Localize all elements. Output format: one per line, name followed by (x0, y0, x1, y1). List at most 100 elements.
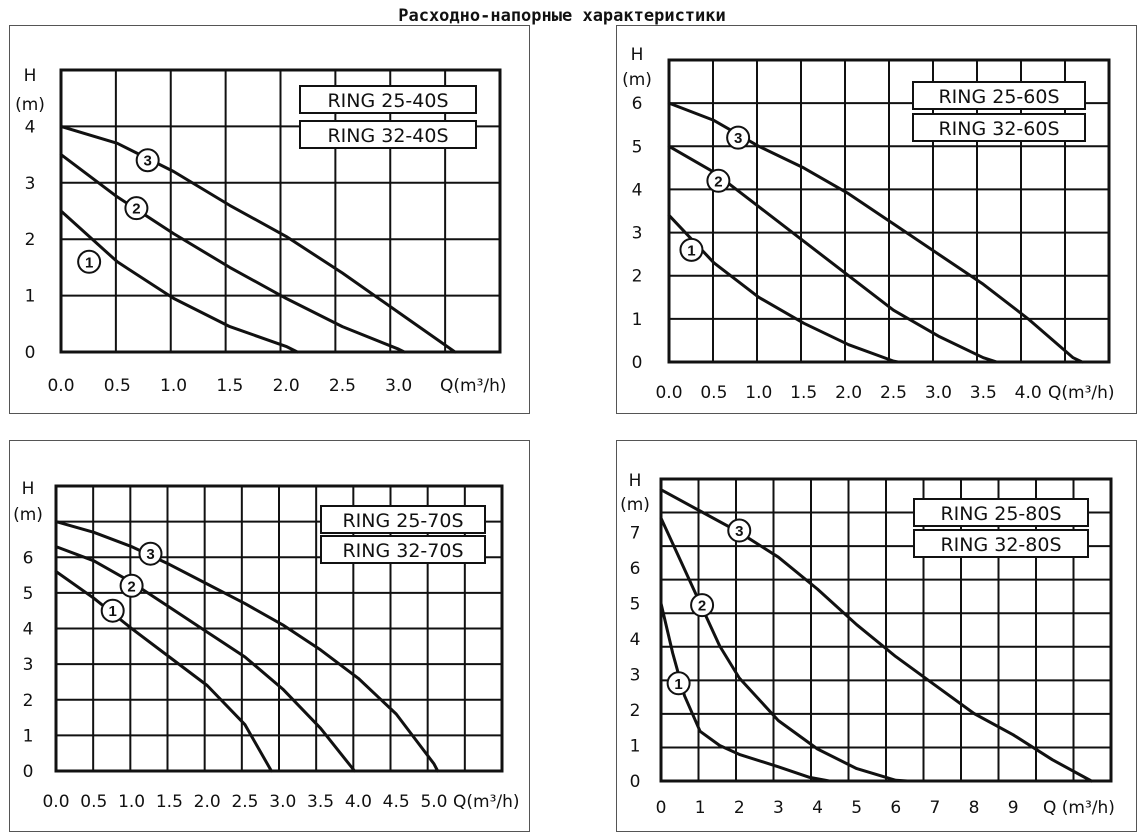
y-axis-unit: (m) (620, 495, 650, 515)
curve-2-number: 2 (714, 173, 722, 190)
y-tick-label: 4 (23, 620, 34, 640)
curve-3-number: 3 (146, 546, 154, 563)
x-tick-label: 5 (851, 798, 862, 818)
y-tick-label: 6 (630, 559, 641, 579)
x-tick-label: 1.0 (118, 792, 145, 812)
curve-1-line (667, 213, 900, 364)
curve-1-line (59, 209, 299, 354)
pump-curve-chart-40s: 0.0 0.5 1.0 1.5 2.0 2.5 3.0 0 1 2 3 4 H (m) Q(m³/h) RIN… (15, 66, 507, 396)
curve-3-number: 3 (735, 523, 743, 540)
model-label-box (912, 113, 1086, 142)
y-tick-label: 4 (632, 180, 643, 200)
x-tick-label: 7 (929, 798, 940, 818)
chart-panel-ring-40s: 0.0 0.5 1.0 1.5 2.0 2.5 3.0 0 1 2 3 4 H (m) Q(m³/h) RIN… (9, 25, 530, 414)
model-label: RING 32-70S (342, 540, 463, 562)
model-label: RING 32-60S (938, 118, 1059, 140)
curve-1-number: 1 (674, 676, 682, 693)
curve-2-marker (690, 593, 715, 618)
x-tick-label: 2.0 (273, 376, 300, 396)
y-tick-label: 2 (630, 701, 641, 721)
y-axis-label: H (631, 45, 644, 65)
curve-1-number: 1 (109, 603, 117, 620)
y-tick-label: 2 (23, 691, 34, 711)
y-tick-label: 0 (25, 343, 36, 363)
curve-2-line (59, 153, 406, 354)
model-label-box (320, 535, 486, 564)
y-tick-label: 4 (25, 117, 36, 137)
x-tick-label: 3.0 (269, 792, 296, 812)
y-tick-label: 1 (23, 726, 34, 746)
y-tick-label: 6 (632, 94, 643, 114)
x-tick-label: 4.0 (345, 792, 372, 812)
x-tick-label: 0.5 (700, 383, 727, 403)
curve-1-marker (679, 237, 704, 262)
curve-2-number: 2 (132, 201, 140, 218)
x-tick-label: 2 (734, 798, 745, 818)
y-tick-label: 5 (632, 137, 643, 157)
x-tick-label: 0.5 (104, 376, 131, 396)
y-tick-label: 3 (630, 665, 641, 685)
y-tick-label: 0 (632, 353, 643, 373)
y-tick-label: 3 (23, 655, 34, 675)
y-tick-label: 0 (23, 762, 34, 782)
x-tick-label: 0 (656, 798, 667, 818)
y-tick-label: 7 (630, 523, 641, 543)
x-axis-label: Q(m³/h) (440, 376, 507, 396)
x-tick-label: 3.0 (385, 376, 412, 396)
x-axis-label: Q(m³/h) (1048, 383, 1115, 403)
page-title: Расходно-напорные характеристики (398, 6, 726, 26)
curve-2-marker (119, 573, 144, 598)
chart-panel-ring-80s: 0 1 2 3 4 5 6 7 8 9 0 1 2 3 4 5 6 7 H (m) Q (m³/h) RING 25-80… (616, 440, 1137, 832)
x-tick-label: 4 (812, 798, 823, 818)
x-tick-label: 1.5 (216, 376, 243, 396)
x-tick-label: 3.5 (307, 792, 334, 812)
curve-2-number: 2 (127, 578, 135, 595)
curve-2-line (54, 545, 357, 773)
y-axis-label: H (22, 479, 35, 499)
x-tick-label: 3.5 (970, 383, 997, 403)
curve-1-line (54, 570, 273, 773)
curve-2-marker (124, 196, 149, 221)
x-tick-label: 1 (695, 798, 706, 818)
model-label: RING 32-40S (327, 125, 448, 147)
y-tick-label: 4 (630, 630, 641, 650)
y-tick-label: 1 (630, 736, 641, 756)
x-tick-label: 6 (890, 798, 901, 818)
curve-3-line (54, 520, 440, 773)
y-tick-label: 5 (23, 584, 34, 604)
x-tick-label: 3.0 (925, 383, 952, 403)
y-tick-label: 5 (630, 594, 641, 614)
plot-frame (54, 484, 504, 773)
curve-1-marker (666, 671, 691, 696)
model-label: RING 25-80S (940, 503, 1061, 525)
model-label-box (320, 505, 486, 534)
x-tick-label: 8 (969, 798, 980, 818)
curve-3-marker (727, 518, 752, 543)
x-tick-label: 2.0 (194, 792, 221, 812)
y-axis-unit: (m) (15, 95, 45, 115)
curve-3-line (59, 124, 457, 354)
model-label-box (913, 529, 1089, 558)
model-label-box (913, 498, 1089, 527)
curve-1-number: 1 (85, 254, 93, 271)
y-tick-label: 3 (632, 224, 643, 244)
x-tick-label: 0.0 (655, 383, 682, 403)
model-label-box (912, 81, 1086, 110)
model-label-box (299, 85, 477, 114)
plot-frame (659, 477, 1113, 783)
model-label: RING 25-70S (342, 510, 463, 532)
x-tick-label: 0.0 (47, 376, 74, 396)
x-tick-label: 1.5 (790, 383, 817, 403)
x-tick-label: 9 (1008, 798, 1019, 818)
x-tick-label: 4.5 (383, 792, 410, 812)
x-tick-label: 3 (773, 798, 784, 818)
x-axis-label: Q(m³/h) (453, 792, 520, 812)
y-tick-label: 6 (23, 548, 34, 568)
plot-frame (667, 58, 1111, 364)
curve-2-number: 2 (698, 598, 706, 615)
y-tick-label: 1 (632, 310, 643, 330)
curve-3-marker (138, 541, 163, 566)
curve-1-number: 1 (687, 242, 695, 259)
pump-curve-chart-70s: 0.0 0.5 1.0 1.5 2.0 2.5 3.0 3.5 4.0 4.5 5.00123456… (13, 479, 520, 812)
y-tick-label: 0 (630, 772, 641, 792)
